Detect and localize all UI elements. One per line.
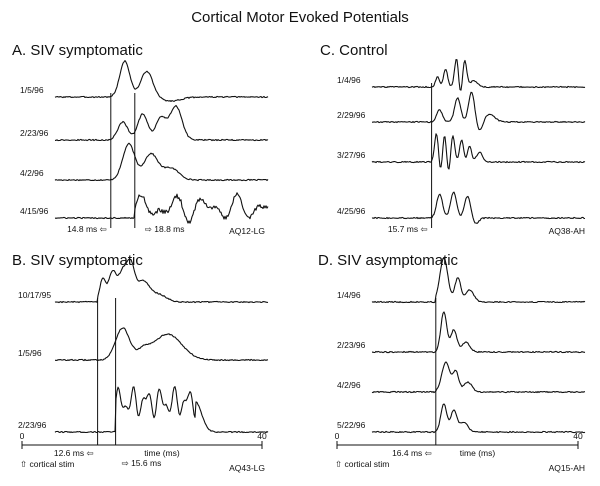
series-trace [371, 403, 586, 434]
series-trace [371, 257, 586, 304]
series-label: 4/15/96 [20, 206, 49, 216]
panel-d: D. SIV asymptomatic AQ15-AH 1/4/96 2/23/96 4… [318, 252, 586, 473]
x-axis-label: time (ms) [144, 448, 180, 458]
latency-label: 12.6 ms ⇦ [54, 448, 95, 458]
series-label: 2/29/96 [337, 110, 366, 120]
panel-id-label: AQ38-AH [549, 226, 585, 236]
series-trace [54, 104, 269, 142]
series-label: 2/23/96 [337, 340, 366, 350]
series-label: 1/5/96 [18, 348, 42, 358]
latency-label: ⇨ 15.6 ms [122, 458, 162, 468]
latency-label: 14.8 ms ⇦ [67, 224, 108, 234]
latency-label: 16.4 ms ⇦ [392, 448, 433, 458]
series-label: 2/23/96 [18, 420, 47, 430]
panel-id-label: AQ15-AH [549, 463, 585, 473]
x-tick-label: 40 [257, 431, 267, 441]
panel-b: B. SIV symptomatic AQ43-LG 10/17/95 1/5/96 2… [12, 252, 269, 473]
stim-label: ⇧ cortical stim [335, 459, 389, 469]
panel-id-label: AQ12-LG [229, 226, 265, 236]
series-label: 4/2/96 [337, 380, 361, 390]
series-label: 5/22/96 [337, 420, 366, 430]
series-label: 1/4/96 [337, 290, 361, 300]
series-trace [54, 60, 269, 102]
latency-label: ⇨ 18.8 ms [145, 224, 185, 234]
latency-label: 15.7 ms ⇦ [388, 224, 429, 234]
panel-title: D. SIV asymptomatic [318, 252, 459, 269]
series-label: 1/5/96 [20, 85, 44, 95]
panel-id-label: AQ43-LG [229, 463, 265, 473]
x-tick-label: 0 [20, 431, 25, 441]
panel-a: A. SIV symptomatic AQ12-LG 1/5/96 2/23/96 4/… [12, 42, 269, 236]
series-trace [54, 258, 269, 304]
series-trace [54, 142, 269, 182]
series-label: 10/17/95 [18, 290, 51, 300]
x-tick-label: 0 [335, 431, 340, 441]
series-trace [372, 91, 586, 131]
series-trace [371, 59, 586, 91]
series-trace [55, 327, 269, 362]
series-trace [54, 386, 269, 434]
stim-label: ⇧ cortical stim [20, 459, 74, 469]
series-trace [371, 133, 586, 170]
series-label: 4/2/96 [20, 168, 44, 178]
series-label: 3/27/96 [337, 150, 366, 160]
series-trace [371, 311, 586, 354]
series-trace [371, 361, 586, 394]
series-trace [54, 192, 269, 224]
panel-title: C. Control [320, 42, 388, 59]
series-label: 1/4/96 [337, 75, 361, 85]
figure-title: Cortical Motor Evoked Potentials [191, 9, 409, 26]
x-axis-label: time (ms) [460, 448, 496, 458]
panel-c: C. Control AQ38-AH 1/4/96 2/29/96 3/27/96 4/2… [320, 42, 586, 236]
series-label: 4/25/96 [337, 206, 366, 216]
series-trace [371, 191, 586, 224]
series-label: 2/23/96 [20, 128, 49, 138]
x-tick-label: 40 [573, 431, 583, 441]
panel-title: B. SIV symptomatic [12, 252, 143, 269]
panel-title: A. SIV symptomatic [12, 42, 143, 59]
